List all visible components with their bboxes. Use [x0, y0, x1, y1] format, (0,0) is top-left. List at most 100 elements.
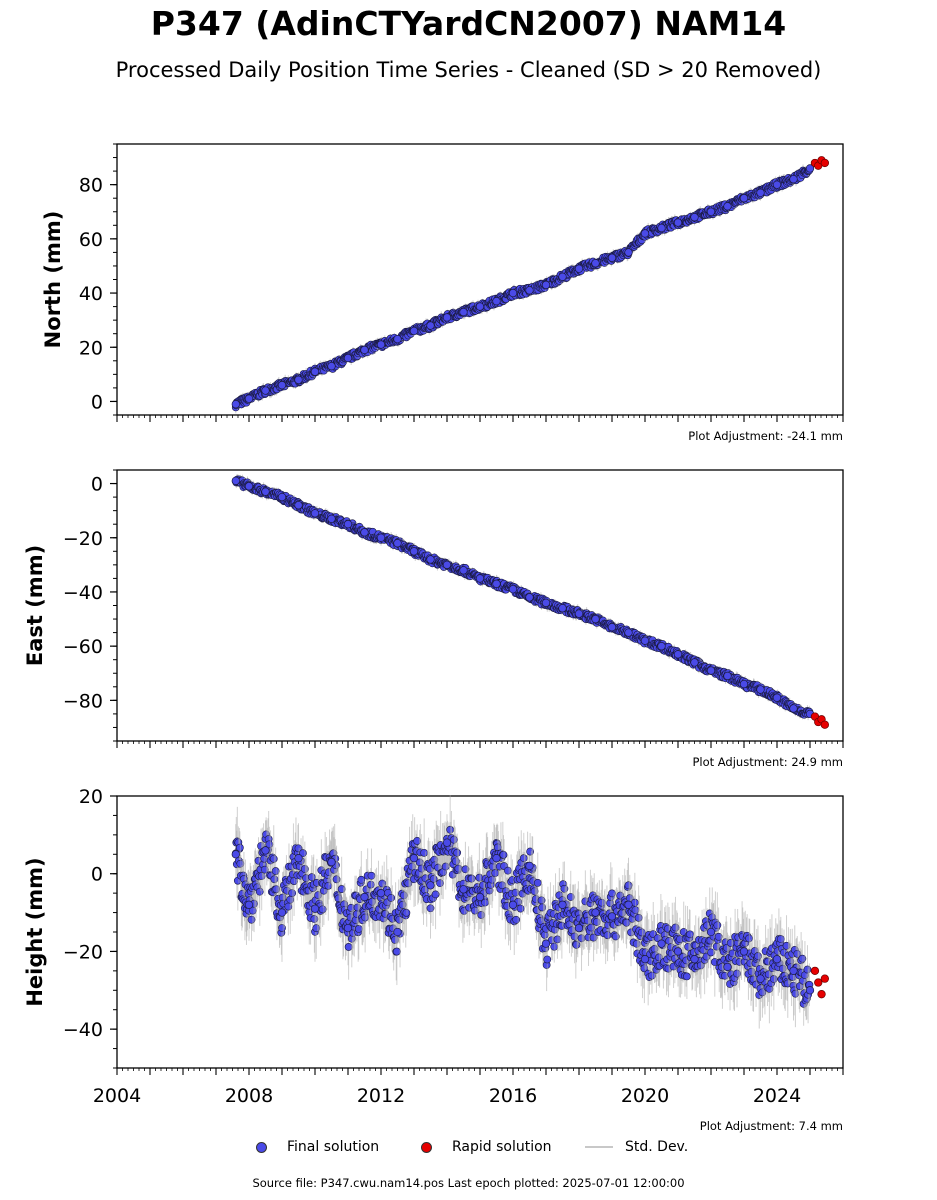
final-solution-point — [541, 280, 551, 290]
y-tick-label: 60 — [79, 229, 103, 251]
final-solution-point — [607, 623, 617, 632]
final-solution-point — [673, 650, 683, 659]
final-point — [270, 875, 279, 884]
plot-frame — [116, 795, 844, 1069]
final-point — [307, 873, 316, 882]
plot-frame — [116, 469, 844, 742]
final-solution-point — [756, 685, 765, 694]
final-solution-point — [525, 286, 534, 295]
final-point — [318, 905, 327, 914]
final-solution-point — [261, 487, 270, 496]
plot-frame — [116, 143, 844, 416]
y-tick-label: 20 — [79, 337, 103, 359]
final-solution-point — [541, 598, 551, 607]
final-solution-point — [558, 604, 567, 613]
final-solution-point — [376, 533, 386, 542]
y-tick-label: −40 — [63, 1019, 103, 1041]
final-solution-point — [393, 334, 402, 344]
final-solution-point — [723, 202, 732, 211]
final-solution-point — [525, 593, 534, 602]
final-solution-point — [409, 547, 419, 556]
final-solution-point — [673, 218, 683, 227]
plot-adjustment-note: Plot Adjustment: 7.4 mm — [700, 1119, 843, 1133]
final-solution-point — [277, 381, 287, 390]
final-solution-point — [723, 671, 732, 681]
final-solution-point — [789, 175, 798, 184]
final-solution-point — [277, 492, 287, 502]
y-tick-label: −40 — [63, 582, 103, 604]
y-axis-label: Height (mm) — [23, 857, 47, 1006]
final-solution-point — [591, 614, 600, 624]
final-point — [436, 879, 444, 888]
y-tick-label: 80 — [79, 175, 103, 197]
final-solution-point — [640, 229, 650, 238]
final-solution-point — [492, 297, 501, 306]
final-solution-point — [343, 353, 353, 363]
final-point — [361, 913, 370, 922]
y-tick-label: −80 — [63, 690, 103, 712]
final-solution-point — [459, 566, 468, 575]
final-solution-point — [508, 585, 518, 594]
final-solution-point — [327, 362, 336, 371]
final-solution-point — [261, 386, 270, 395]
final-solution-point — [442, 313, 452, 322]
final-solution-point — [805, 164, 815, 173]
final-point — [446, 825, 455, 834]
y-tick-label: −20 — [63, 528, 103, 550]
final-solution-point — [231, 476, 240, 485]
final-solution-point — [409, 326, 419, 336]
final-point — [453, 848, 462, 857]
final-point — [288, 889, 297, 897]
final-solution-point — [360, 345, 369, 355]
final-point — [402, 908, 411, 917]
final-solution-point — [475, 302, 485, 311]
y-tick-label: 20 — [79, 786, 103, 808]
final-solution-point — [244, 394, 254, 403]
plot-adjustment-note: Plot Adjustment: -24.1 mm — [688, 429, 843, 443]
final-point — [450, 835, 458, 844]
final-point — [357, 875, 366, 884]
rapid-solution-point — [820, 720, 829, 729]
final-solution-point — [756, 188, 765, 197]
y-tick-label: 40 — [79, 283, 103, 305]
final-solution-point — [327, 514, 336, 523]
final-solution-point — [574, 609, 584, 618]
final-solution-point — [624, 248, 633, 257]
final-point — [392, 947, 401, 956]
y-tick-label: −20 — [63, 941, 103, 963]
final-solution-point — [558, 272, 567, 281]
rapid-solution-point — [820, 158, 829, 168]
final-solution-point — [442, 560, 452, 569]
final-solution-point — [690, 658, 699, 667]
final-point — [255, 887, 264, 896]
final-solution-point — [690, 213, 699, 222]
final-solution-point — [294, 375, 303, 384]
final-solution-point — [393, 539, 402, 548]
final-solution-point — [426, 555, 435, 564]
final-solution-point — [475, 574, 485, 583]
final-solution-point — [360, 528, 369, 537]
final-solution-point — [607, 253, 617, 262]
final-solution-point — [706, 666, 716, 675]
final-solution-point — [739, 194, 749, 203]
y-tick-label: −60 — [63, 636, 103, 658]
final-point — [354, 925, 363, 933]
final-solution-point — [459, 307, 468, 317]
final-solution-point — [772, 180, 782, 189]
final-solution-point — [244, 482, 254, 491]
final-point — [344, 943, 353, 951]
final-point — [420, 848, 429, 857]
y-axis-label: East (mm) — [23, 545, 47, 666]
final-solution-point — [310, 509, 320, 518]
chart-title: P347 (AdinCTYardCN2007) NAM14 — [150, 4, 787, 43]
final-solution-point — [657, 223, 666, 233]
chart-subtitle: Processed Daily Position Time Series - C… — [115, 58, 822, 82]
final-solution-point — [706, 207, 716, 216]
plot-adjustment-note: Plot Adjustment: 24.9 mm — [692, 755, 843, 769]
final-solution-point — [657, 642, 666, 651]
final-solution-point — [310, 367, 320, 376]
final-solution-point — [376, 340, 386, 349]
final-point — [269, 854, 278, 863]
y-tick-label: 0 — [91, 391, 103, 413]
